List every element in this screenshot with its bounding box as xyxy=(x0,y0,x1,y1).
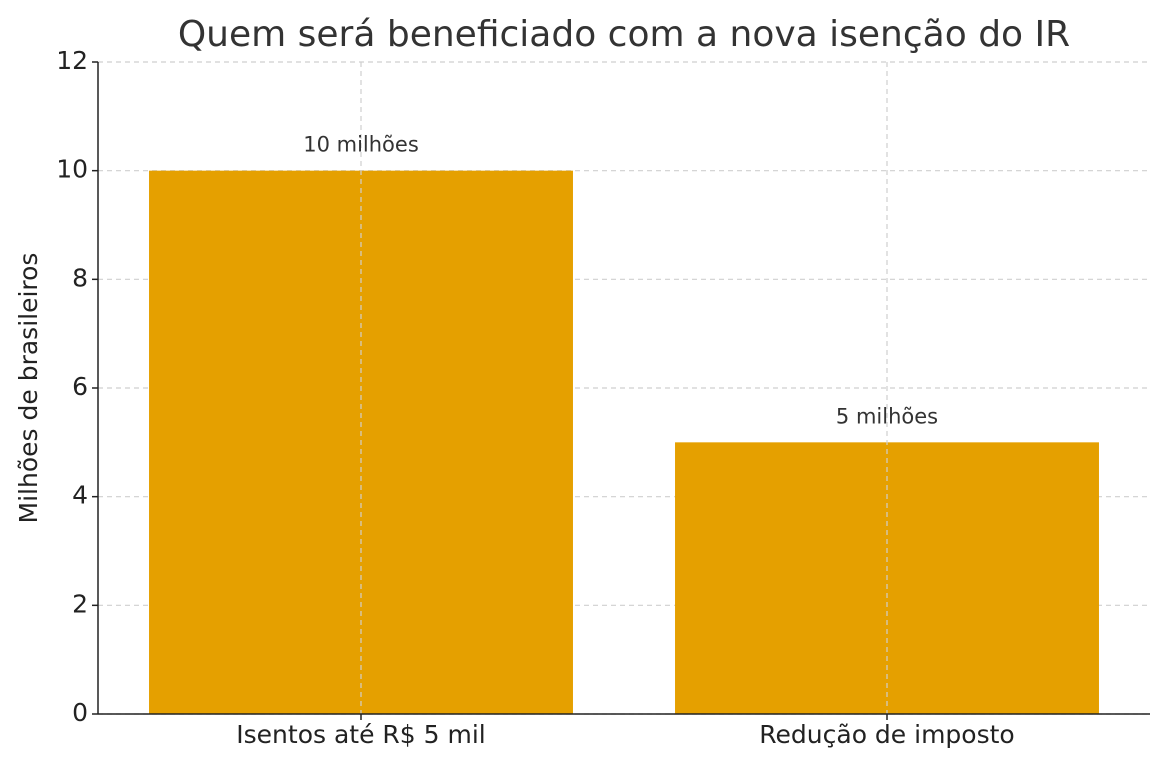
x-tick-label: Redução de imposto xyxy=(759,720,1014,749)
y-tick-label: 4 xyxy=(72,481,88,510)
y-tick-label: 0 xyxy=(72,698,88,727)
chart-title: Quem será beneficiado com a nova isenção… xyxy=(178,14,1070,55)
y-tick-label: 6 xyxy=(72,372,88,401)
y-tick-label: 10 xyxy=(56,155,88,184)
y-axis-label: Milhões de brasileiros xyxy=(14,253,43,524)
value-label: 5 milhões xyxy=(836,404,938,428)
y-tick-label: 8 xyxy=(72,263,88,292)
y-tick-label: 12 xyxy=(56,46,88,75)
value-label: 10 milhões xyxy=(303,133,419,157)
y-tick-label: 2 xyxy=(72,589,88,618)
x-tick-label: Isentos até R$ 5 mil xyxy=(236,720,485,749)
